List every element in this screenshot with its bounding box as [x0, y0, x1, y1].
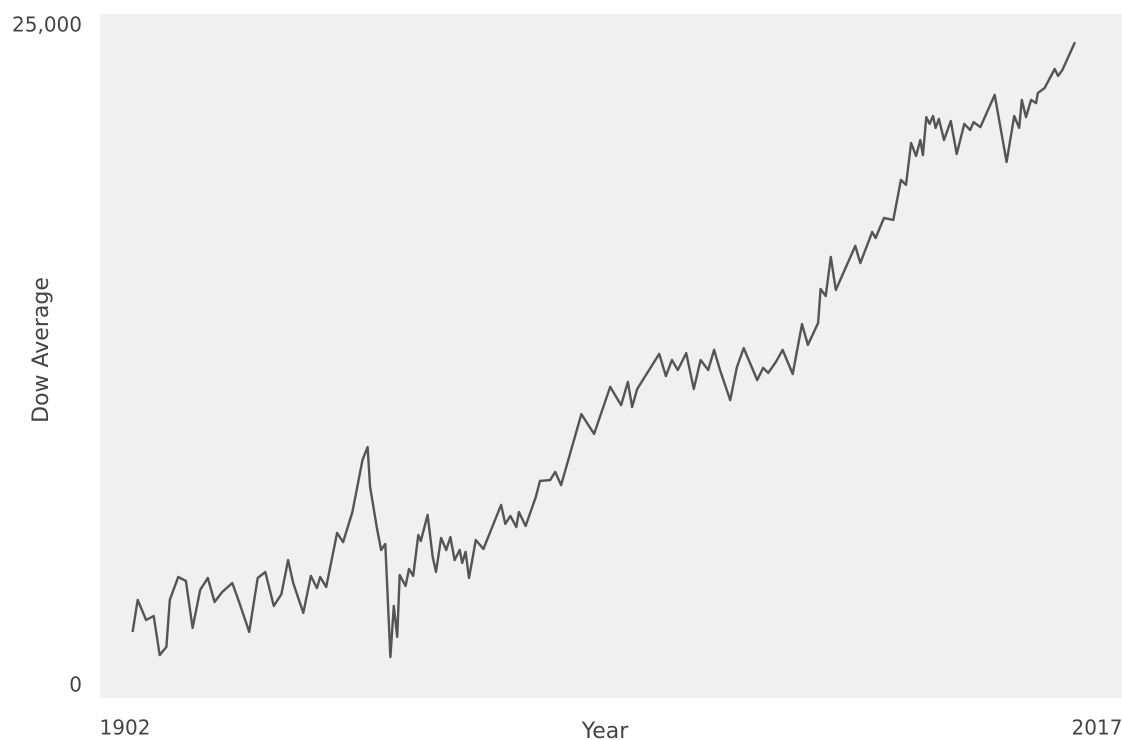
- x-axis-title: Year: [581, 719, 630, 740]
- y-tick-label: 0: [69, 673, 82, 697]
- plot-area: [100, 14, 1122, 698]
- data-line: [131, 41, 1077, 659]
- y-tick-label: 25,000: [12, 13, 82, 37]
- x-tick-label: 2017: [1072, 716, 1122, 740]
- y-axis-title: Dow Average: [29, 277, 54, 423]
- x-tick-label: 1902: [100, 716, 151, 740]
